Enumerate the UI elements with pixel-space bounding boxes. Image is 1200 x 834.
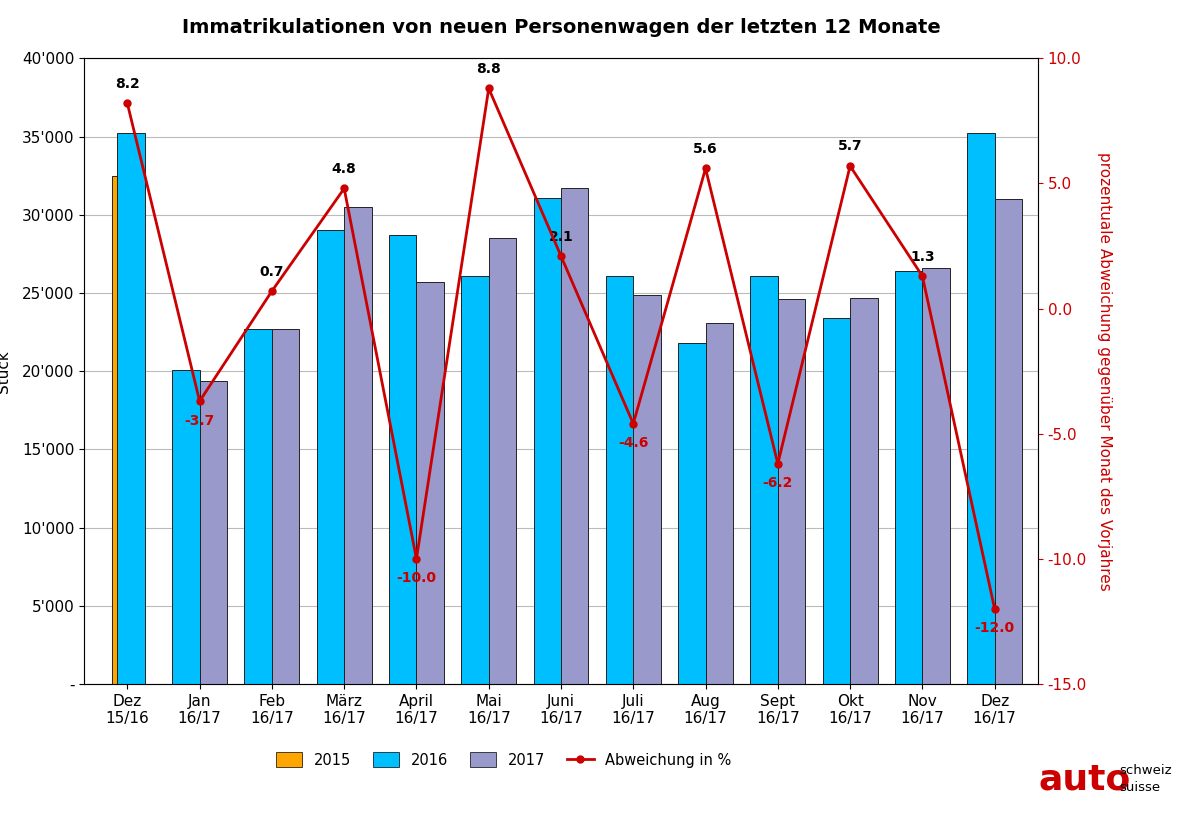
Bar <box>634 294 661 684</box>
Text: suisse: suisse <box>1120 781 1160 794</box>
Bar <box>113 176 143 684</box>
Bar <box>534 198 562 684</box>
Bar <box>245 329 272 684</box>
Bar <box>606 276 634 684</box>
Text: 0.7: 0.7 <box>259 264 284 279</box>
Text: 8.2: 8.2 <box>115 77 139 91</box>
Bar <box>199 380 227 684</box>
Bar <box>562 188 588 684</box>
Text: 8.8: 8.8 <box>476 62 502 76</box>
Text: -6.2: -6.2 <box>763 476 793 490</box>
Text: 5.7: 5.7 <box>838 139 863 153</box>
Bar <box>118 133 145 684</box>
Text: -10.0: -10.0 <box>396 571 437 585</box>
Bar <box>461 276 488 684</box>
Text: -12.0: -12.0 <box>974 621 1015 636</box>
Bar <box>488 239 516 684</box>
Bar <box>272 329 299 684</box>
Y-axis label: Stück: Stück <box>0 349 11 393</box>
Bar <box>967 133 995 684</box>
Bar <box>923 268 950 684</box>
Bar <box>172 369 199 684</box>
Bar <box>678 343 706 684</box>
Text: auto: auto <box>1038 762 1130 796</box>
Text: 1.3: 1.3 <box>910 249 935 264</box>
Legend: 2015, 2016, 2017, Abweichung in %: 2015, 2016, 2017, Abweichung in % <box>270 746 737 774</box>
Bar <box>823 318 850 684</box>
Bar <box>389 235 416 684</box>
Bar <box>706 323 733 684</box>
Text: 4.8: 4.8 <box>332 162 356 176</box>
Bar <box>850 298 877 684</box>
Bar <box>778 299 805 684</box>
Title: Immatrikulationen von neuen Personenwagen der letzten 12 Monate: Immatrikulationen von neuen Personenwage… <box>181 18 941 38</box>
Bar <box>416 282 444 684</box>
Bar <box>895 271 923 684</box>
Bar <box>750 276 778 684</box>
Text: 2.1: 2.1 <box>548 229 574 244</box>
Bar <box>317 230 344 684</box>
Y-axis label: prozentuale Abweichung gegenüber Monat des Vorjahres: prozentuale Abweichung gegenüber Monat d… <box>1097 152 1112 590</box>
Bar <box>344 207 372 684</box>
Bar <box>995 199 1022 684</box>
Text: -3.7: -3.7 <box>185 414 215 428</box>
Text: -4.6: -4.6 <box>618 436 648 450</box>
Text: 5.6: 5.6 <box>694 142 718 156</box>
Text: schweiz: schweiz <box>1120 764 1172 777</box>
